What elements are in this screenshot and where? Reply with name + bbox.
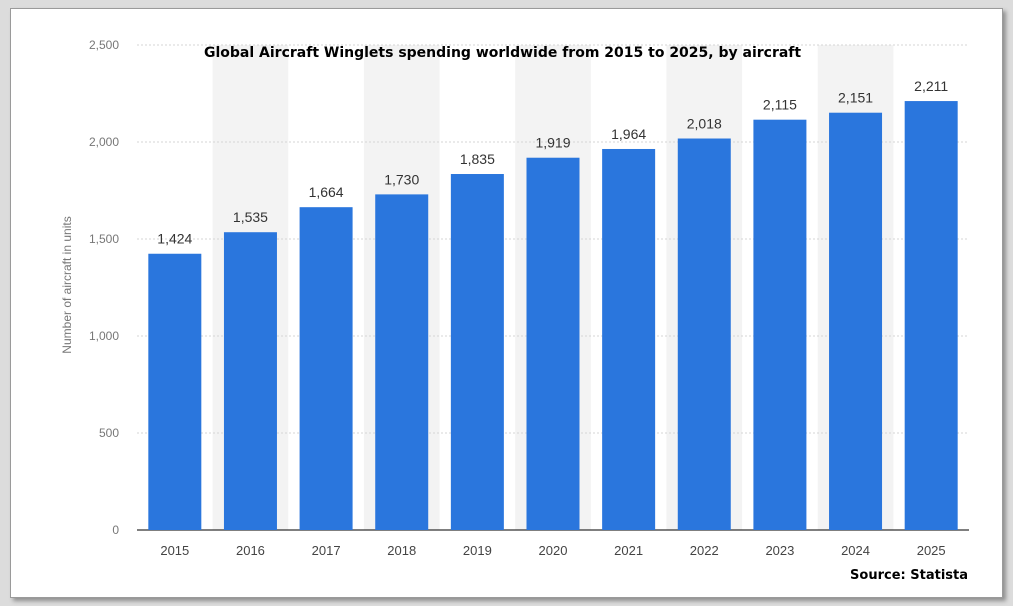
y-tick-label: 0 (112, 523, 119, 537)
y-tick-label: 500 (99, 426, 119, 440)
bar (904, 101, 958, 530)
x-tick-label: 2024 (841, 543, 870, 558)
data-label: 1,730 (384, 171, 419, 187)
x-tick-label: 2023 (765, 543, 794, 558)
x-tick-label: 2025 (917, 543, 946, 558)
x-tick-label: 2021 (614, 543, 643, 558)
bar (223, 232, 277, 530)
x-tick-label: 2018 (387, 543, 416, 558)
bar (450, 174, 504, 530)
data-label: 1,664 (309, 184, 344, 200)
data-label: 2,211 (914, 78, 948, 94)
x-tick-label: 2019 (463, 543, 492, 558)
x-tick-label: 2022 (690, 543, 719, 558)
y-axis-label: Number of aircraft in units (60, 216, 74, 353)
bar (299, 207, 353, 530)
bar (677, 138, 731, 530)
bar (526, 157, 580, 531)
chart-frame: 1,424 1,535 1,664 1,730 1,835 1,919 1,964 2,018… (10, 8, 1003, 598)
x-tick-label: 2017 (312, 543, 341, 558)
data-label: 1,964 (611, 126, 646, 142)
bar (375, 194, 429, 530)
source-note: Source: Statista (850, 568, 968, 583)
bar (148, 253, 202, 530)
bar (753, 119, 807, 530)
data-label: 2,151 (838, 90, 873, 106)
y-tick-label: 1,500 (89, 232, 119, 246)
data-label: 1,835 (460, 151, 495, 167)
data-label: 1,535 (233, 209, 268, 225)
bar (829, 112, 883, 531)
data-label: 2,115 (763, 97, 797, 113)
data-label: 2,018 (687, 116, 722, 132)
y-tick-label: 1,000 (89, 329, 119, 343)
x-tick-label: 2020 (539, 543, 568, 558)
data-label: 1,424 (157, 231, 192, 247)
x-tick-label: 2015 (160, 543, 189, 558)
bar-chart: 1,424 1,535 1,664 1,730 1,835 1,919 1,964 2,018… (60, 38, 969, 558)
y-tick-label: 2,500 (89, 38, 119, 52)
chart-title: Global Aircraft Winglets spending worldw… (204, 45, 802, 61)
bar (602, 148, 656, 530)
x-tick-label: 2016 (236, 543, 265, 558)
y-tick-label: 2,000 (89, 135, 119, 149)
data-label: 1,919 (535, 135, 570, 151)
